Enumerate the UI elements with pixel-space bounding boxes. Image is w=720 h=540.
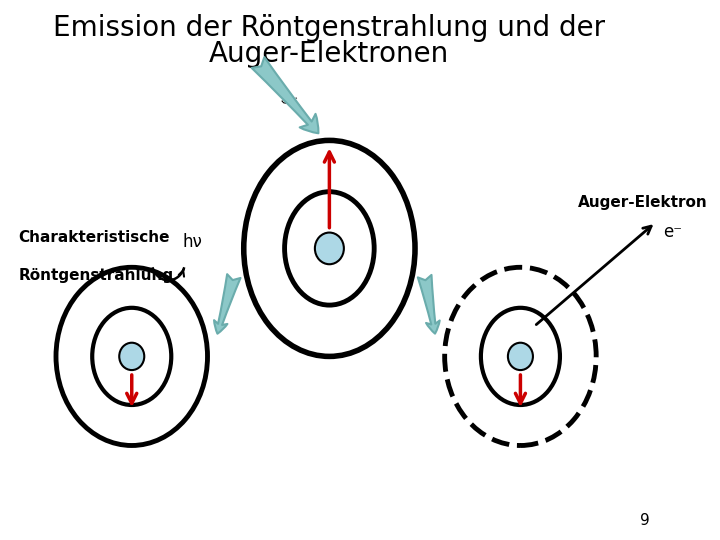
Ellipse shape [56,267,207,446]
Text: Charakteristische: Charakteristische [18,230,170,245]
Ellipse shape [92,308,171,405]
Text: Auger-Elektron: Auger-Elektron [578,195,708,210]
Circle shape [315,233,344,264]
Text: 9: 9 [640,513,649,528]
Text: hν: hν [182,233,202,251]
Text: Emission der Röntgenstrahlung und der: Emission der Röntgenstrahlung und der [53,14,606,42]
Text: e⁻: e⁻ [663,224,682,241]
Text: Röntgenstrahlung: Röntgenstrahlung [18,268,174,283]
Text: Auger-Elektronen: Auger-Elektronen [210,40,449,69]
Ellipse shape [445,267,596,446]
Ellipse shape [244,140,415,356]
Text: Energie: Energie [258,71,304,115]
Circle shape [508,343,533,370]
Ellipse shape [284,192,374,305]
Ellipse shape [481,308,560,405]
Circle shape [120,343,144,370]
